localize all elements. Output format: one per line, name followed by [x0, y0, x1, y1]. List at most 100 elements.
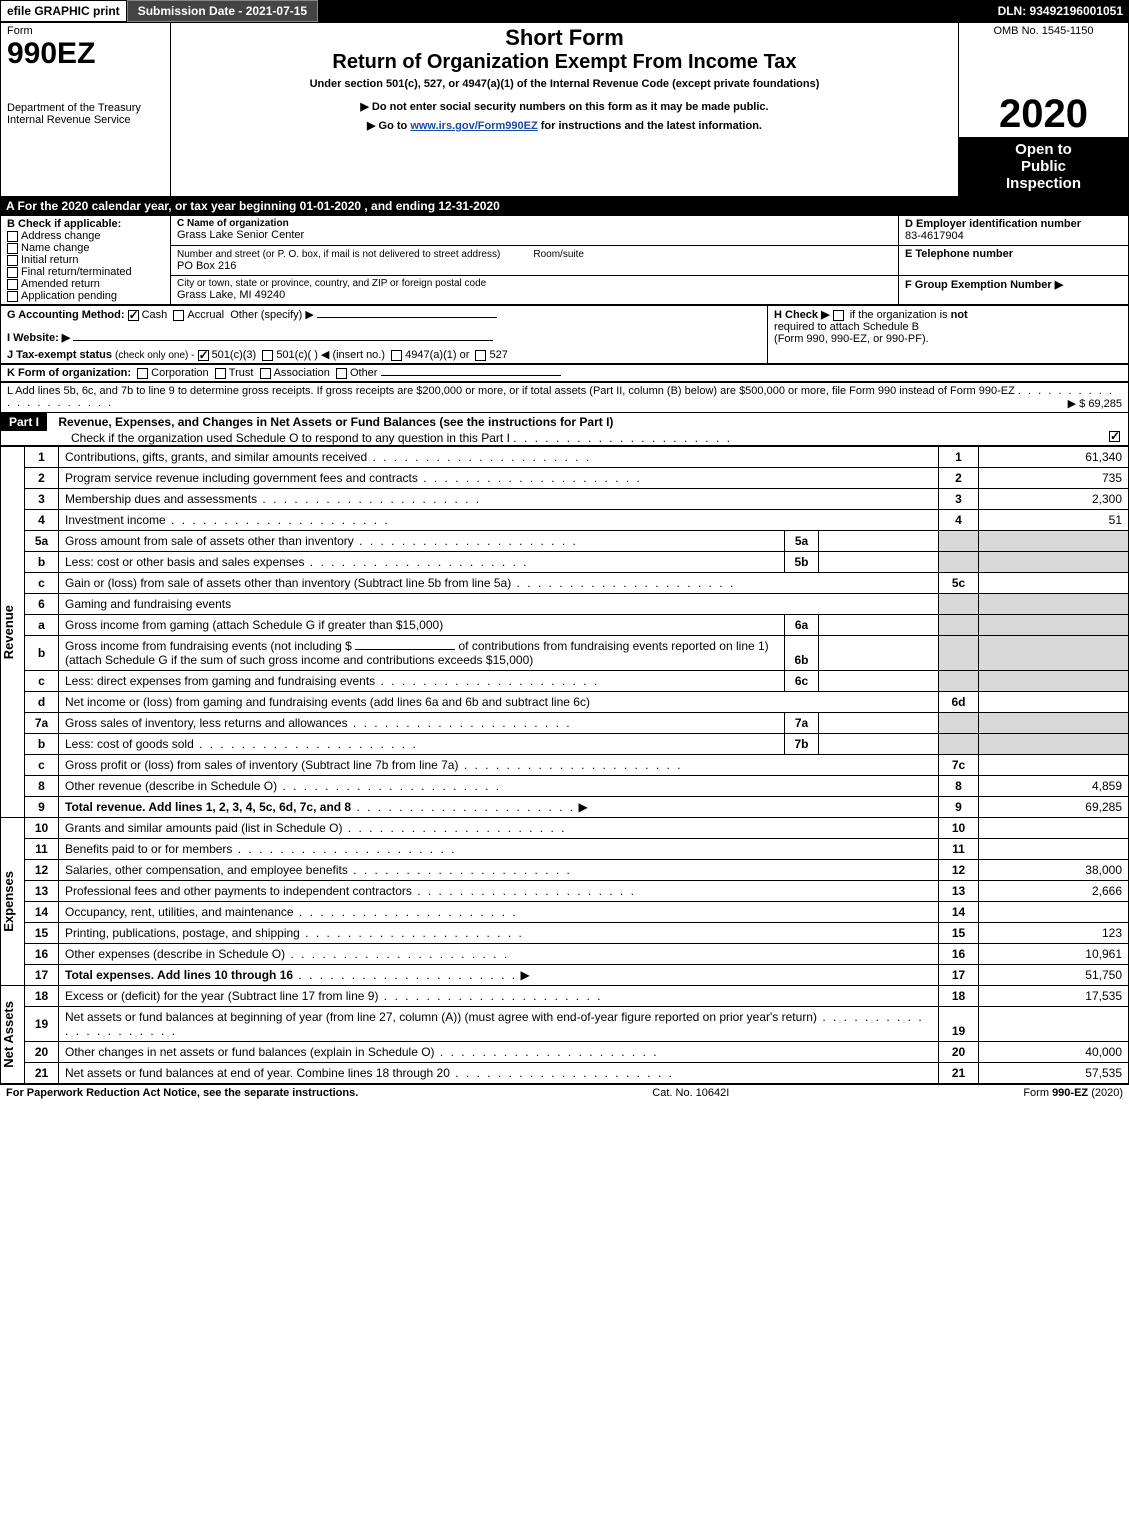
- l6a-subval: [819, 615, 939, 636]
- check-schedule-b[interactable]: [833, 310, 844, 321]
- check-address-change[interactable]: Address change: [7, 230, 164, 242]
- check-trust[interactable]: [215, 368, 226, 379]
- l3-label: 3: [939, 489, 979, 510]
- l7a-shade2: [979, 713, 1129, 734]
- l3-desc: Membership dues and assessments: [59, 489, 939, 510]
- g-label: G Accounting Method:: [7, 309, 125, 321]
- goto-suffix: for instructions and the latest informat…: [538, 120, 762, 132]
- l4-amount: 51: [979, 510, 1129, 531]
- d-label: D Employer identification number: [905, 218, 1122, 230]
- l7b-sublabel: 7b: [785, 734, 819, 755]
- open-line2: Public: [963, 158, 1124, 175]
- l4-desc: Investment income: [59, 510, 939, 531]
- f-label: F Group Exemption Number ▶: [905, 278, 1122, 291]
- l5c-label: 5c: [939, 573, 979, 594]
- l11-amount: [979, 839, 1129, 860]
- l7b-desc: Less: cost of goods sold: [59, 734, 785, 755]
- irs-link[interactable]: www.irs.gov/Form990EZ: [410, 120, 537, 132]
- l9-label: 9: [939, 797, 979, 818]
- l16-label: 16: [939, 944, 979, 965]
- form-number: 990EZ: [7, 37, 164, 71]
- l19-desc: Net assets or fund balances at beginning…: [59, 1007, 939, 1042]
- submission-date: Submission Date - 2021-07-15: [127, 0, 318, 22]
- l4-label: 4: [939, 510, 979, 531]
- l5b-num: b: [25, 552, 59, 573]
- check-corporation[interactable]: [137, 368, 148, 379]
- dept-cell: Department of the Treasury Internal Reve…: [1, 92, 171, 197]
- l17-desc: Total expenses. Add lines 10 through 16 …: [59, 965, 939, 986]
- check-4947[interactable]: [391, 350, 402, 361]
- title-cell: Short Form Return of Organization Exempt…: [171, 23, 959, 93]
- l7c-num: c: [25, 755, 59, 776]
- l14-amount: [979, 902, 1129, 923]
- l12-label: 12: [939, 860, 979, 881]
- l6b-num: b: [25, 636, 59, 671]
- check-initial-return[interactable]: Initial return: [7, 254, 164, 266]
- l8-amount: 4,859: [979, 776, 1129, 797]
- topbar-left: efile GRAPHIC print Submission Date - 20…: [0, 0, 318, 22]
- l5b-desc: Less: cost or other basis and sales expe…: [59, 552, 785, 573]
- l5a-desc: Gross amount from sale of assets other t…: [59, 531, 785, 552]
- l11-label: 11: [939, 839, 979, 860]
- check-other-org[interactable]: [336, 368, 347, 379]
- j-o1: 501(c)(3): [212, 349, 257, 361]
- form-word: Form: [7, 25, 164, 37]
- l5a-shade1: [939, 531, 979, 552]
- l10-amount: [979, 818, 1129, 839]
- l6c-num: c: [25, 671, 59, 692]
- l6b-shade1: [939, 636, 979, 671]
- check-accrual[interactable]: [173, 310, 184, 321]
- l18-amount: 17,535: [979, 986, 1129, 1007]
- box-f: F Group Exemption Number ▶: [899, 276, 1129, 305]
- l6c-subval: [819, 671, 939, 692]
- gh-row: G Accounting Method: Cash Accrual Other …: [0, 305, 1129, 364]
- check-amended-return[interactable]: Amended return: [7, 278, 164, 290]
- box-h: H Check ▶ if the organization is not req…: [768, 306, 1129, 364]
- l15-desc: Printing, publications, postage, and shi…: [59, 923, 939, 944]
- l7a-shade1: [939, 713, 979, 734]
- check-association[interactable]: [260, 368, 271, 379]
- under-section: Under section 501(c), 527, or 4947(a)(1)…: [177, 78, 952, 90]
- l18-label: 18: [939, 986, 979, 1007]
- check-cash[interactable]: [128, 310, 139, 321]
- l1-desc: Contributions, gifts, grants, and simila…: [59, 447, 939, 468]
- check-final-return[interactable]: Final return/terminated: [7, 266, 164, 278]
- l19-num: 19: [25, 1007, 59, 1042]
- l13-num: 13: [25, 881, 59, 902]
- k-o1: Corporation: [151, 367, 208, 379]
- j-o4: 527: [489, 349, 507, 361]
- l6a-desc: Gross income from gaming (attach Schedul…: [59, 615, 785, 636]
- l-text: L Add lines 5b, 6c, and 7b to line 9 to …: [7, 385, 1015, 397]
- l7b-num: b: [25, 734, 59, 755]
- form-header: Form 990EZ Short Form Return of Organiza…: [0, 22, 1129, 197]
- l6-shade2: [979, 594, 1129, 615]
- l6b-blank[interactable]: [355, 649, 455, 650]
- check-name-change[interactable]: Name change: [7, 242, 164, 254]
- box-b: B Check if applicable: Address change Na…: [1, 216, 171, 305]
- i-website-line[interactable]: [73, 340, 493, 341]
- l2-label: 2: [939, 468, 979, 489]
- l7a-desc: Gross sales of inventory, less returns a…: [59, 713, 785, 734]
- check-schedule-o[interactable]: [1109, 431, 1120, 442]
- check-501c[interactable]: [262, 350, 273, 361]
- l5c-amount: [979, 573, 1129, 594]
- box-c-name: C Name of organization Grass Lake Senior…: [171, 216, 899, 246]
- l15-label: 15: [939, 923, 979, 944]
- l7c-amount: [979, 755, 1129, 776]
- check-527[interactable]: [475, 350, 486, 361]
- info-grid: B Check if applicable: Address change Na…: [0, 215, 1129, 305]
- g-other-line[interactable]: [317, 317, 497, 318]
- l21-num: 21: [25, 1063, 59, 1084]
- box-k: K Form of organization: Corporation Trus…: [1, 365, 1129, 382]
- l6c-desc: Less: direct expenses from gaming and fu…: [59, 671, 785, 692]
- l6d-label: 6d: [939, 692, 979, 713]
- check-501c3[interactable]: [198, 350, 209, 361]
- l5b-shade2: [979, 552, 1129, 573]
- l15-amount: 123: [979, 923, 1129, 944]
- l16-desc: Other expenses (describe in Schedule O): [59, 944, 939, 965]
- k-other-line[interactable]: [381, 375, 561, 376]
- check-application-pending[interactable]: Application pending: [7, 290, 164, 302]
- part1-header-row: Part I Revenue, Expenses, and Changes in…: [0, 413, 1129, 446]
- l7b-shade2: [979, 734, 1129, 755]
- box-b-title: B Check if applicable:: [7, 218, 164, 230]
